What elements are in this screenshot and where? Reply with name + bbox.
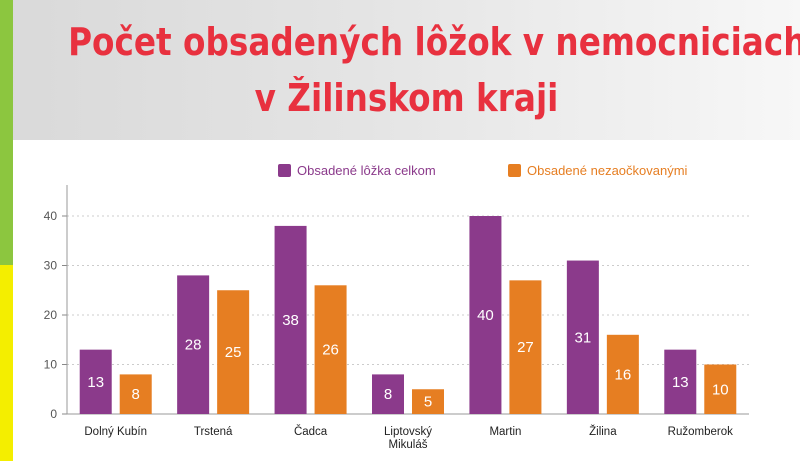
bar-nezaockovanymi [509,280,542,414]
legend: Obsadené lôžka celkom Obsadené nezaočkova… [278,163,688,178]
data-label: 16 [615,366,632,383]
bar-chart: 0 10 20 30 40 13 8 Dolný Kubín 28 25 Trstená 38 26 Ča… [44,163,749,451]
chart-title-line-2: v Žilinskom kraji [254,76,559,120]
bar-nezaockovanymi [314,285,347,414]
bar-celkom [372,374,404,414]
green-accent-stripe [0,0,13,265]
x-category-label: Žilina [589,425,617,438]
bar-nezaockovanymi [217,290,250,414]
bar-nezaockovanymi [119,374,152,414]
data-label: 26 [322,342,339,359]
data-label: 13 [672,374,689,391]
labels: 0 10 20 30 40 13 8 Dolný Kubín 28 25 Trstená 38 26 Ča… [44,209,733,451]
bar-celkom [469,216,502,414]
bar-celkom [274,225,307,414]
legend-swatch [278,164,291,177]
y-tick-label: 0 [50,407,57,421]
data-label: 40 [477,307,494,324]
chart-title-line-1: Počet obsadených lôžok v nemocniciach [68,20,800,64]
x-category-label: Liptovský [384,426,432,438]
x-category-label: Čadca [294,425,328,438]
legend-label: Obsadené lôžka celkom [297,163,436,178]
bar-celkom [664,349,697,414]
y-tick-label: 20 [44,308,58,322]
x-category-label: Martin [489,426,521,438]
data-label: 13 [87,374,104,391]
bar-celkom [79,349,112,414]
data-label: 25 [225,344,242,361]
data-label: 10 [712,381,729,398]
data-label: 38 [282,312,299,329]
bar-celkom [177,275,210,414]
bar-nezaockovanymi [606,334,639,414]
legend-swatch [508,164,521,177]
data-label: 8 [384,386,392,403]
bars [79,216,737,414]
y-tick-label: 40 [44,209,58,223]
data-label: 31 [575,329,592,346]
axes [62,185,749,415]
legend-label: Obsadené nezaočkovanými [527,163,688,178]
x-category-label: Dolný Kubín [84,426,147,438]
y-tick-label: 30 [44,259,58,273]
data-label: 5 [424,394,432,411]
bar-nezaockovanymi [704,364,737,414]
x-category-label: Ružomberok [668,426,733,438]
bar-celkom [566,260,599,414]
x-category-label: Trstená [194,426,233,438]
grid-lines [67,215,749,365]
data-label: 28 [185,337,202,354]
bar-nezaockovanymi [412,389,444,414]
y-tick-label: 10 [44,358,58,372]
data-label: 27 [517,339,534,356]
yellow-accent-stripe [0,265,13,461]
header-banner [0,0,800,140]
data-label: 8 [132,386,140,403]
x-category-label: Mikuláš [389,439,428,451]
